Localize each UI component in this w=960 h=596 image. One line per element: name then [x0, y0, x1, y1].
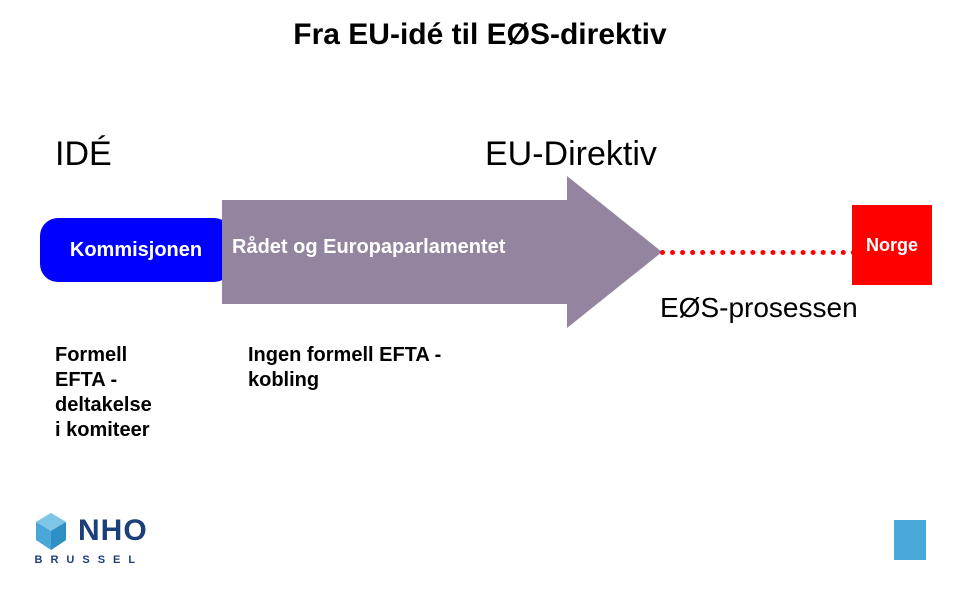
nho-mark-icon — [30, 510, 72, 552]
ingen-line2: kobling — [248, 368, 441, 393]
nho-sub: BRUSSEL — [30, 554, 148, 566]
nho-logo-row: NHO — [30, 510, 148, 552]
label-eu-direktiv: EU-Direktiv — [485, 135, 657, 174]
kommisjonen-label: Kommisjonen — [70, 239, 202, 262]
formell-line2: EFTA - — [55, 368, 152, 393]
ingen-formell-text: Ingen formell EFTA - kobling — [248, 343, 441, 393]
norge-box: Norge — [852, 205, 932, 285]
kommisjonen-box: Kommisjonen — [40, 218, 232, 282]
eos-prosessen-label: EØS-prosessen — [660, 292, 858, 324]
formell-efta-text: Formell EFTA - deltakelse i komiteer — [55, 343, 152, 443]
nho-text: NHO — [78, 514, 148, 548]
norge-label: Norge — [866, 235, 918, 256]
arrow-head-icon — [567, 176, 662, 328]
footer-square — [894, 520, 926, 560]
process-arrow: Rådet og Europaparlamentet — [222, 200, 662, 304]
page-title: Fra EU-idé til EØS-direktiv — [0, 18, 960, 52]
ingen-line1: Ingen formell EFTA - — [248, 343, 441, 368]
label-ide: IDÉ — [55, 135, 112, 174]
dotted-connector — [660, 250, 856, 255]
arrow-label: Rådet og Europaparlamentet — [232, 236, 572, 259]
formell-line1: Formell — [55, 343, 152, 368]
formell-line4: i komiteer — [55, 418, 152, 443]
nho-logo: NHO BRUSSEL — [30, 510, 148, 566]
formell-line3: deltakelse — [55, 393, 152, 418]
